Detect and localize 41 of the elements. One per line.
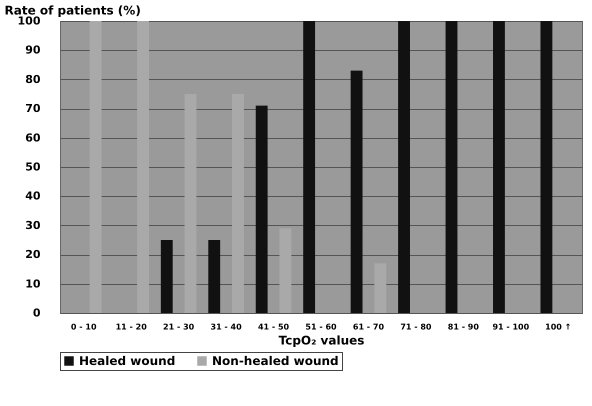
x-tick-label: 81 - 90 [448, 322, 480, 332]
x-tick-label: 31 - 40 [210, 322, 242, 332]
x-tick-label: 71 - 80 [400, 322, 432, 332]
bar [137, 21, 149, 313]
x-tick-label: 41 - 50 [258, 322, 290, 332]
y-tick-label: 0 [32, 306, 41, 320]
y-tick-label: 40 [25, 190, 41, 203]
x-tick-label: 21 - 30 [163, 322, 195, 332]
bar [398, 21, 410, 313]
bar [279, 228, 292, 313]
bar [446, 21, 458, 313]
y-tick-label: 30 [25, 218, 41, 232]
bar [256, 106, 268, 313]
y-tick-label: 20 [25, 248, 41, 262]
y-axis-title: Rate of patients (%) [4, 4, 141, 18]
bar [90, 21, 102, 313]
x-tick-label: 61 - 70 [352, 322, 384, 332]
x-tick-label: 0 - 10 [70, 322, 97, 332]
y-tick-label: 70 [25, 102, 41, 116]
bar [350, 70, 363, 313]
bar [160, 240, 173, 313]
bar [184, 94, 196, 313]
y-tick-label: 10 [25, 277, 41, 290]
y-tick-label: 100 [18, 14, 41, 28]
bar [374, 263, 386, 313]
legend-label: Non-healed wound [212, 354, 339, 368]
legend-label: Healed wound [79, 354, 176, 368]
bar [303, 21, 316, 313]
bar [208, 240, 220, 313]
x-tick-label: 11 - 20 [116, 322, 148, 332]
y-tick-label: 80 [25, 72, 41, 86]
y-tick-label: 60 [25, 131, 41, 144]
y-tick-label: 50 [25, 160, 41, 174]
bar [493, 21, 505, 313]
bar [540, 21, 552, 313]
x-axis-title: TcpO₂ values [278, 334, 364, 348]
y-tick-label: 90 [25, 44, 41, 57]
x-tick-label: 100 ↑ [545, 322, 572, 332]
x-tick-label: 51 - 60 [305, 322, 338, 332]
bar [232, 94, 244, 313]
x-tick-label: 91 - 100 [492, 322, 530, 332]
